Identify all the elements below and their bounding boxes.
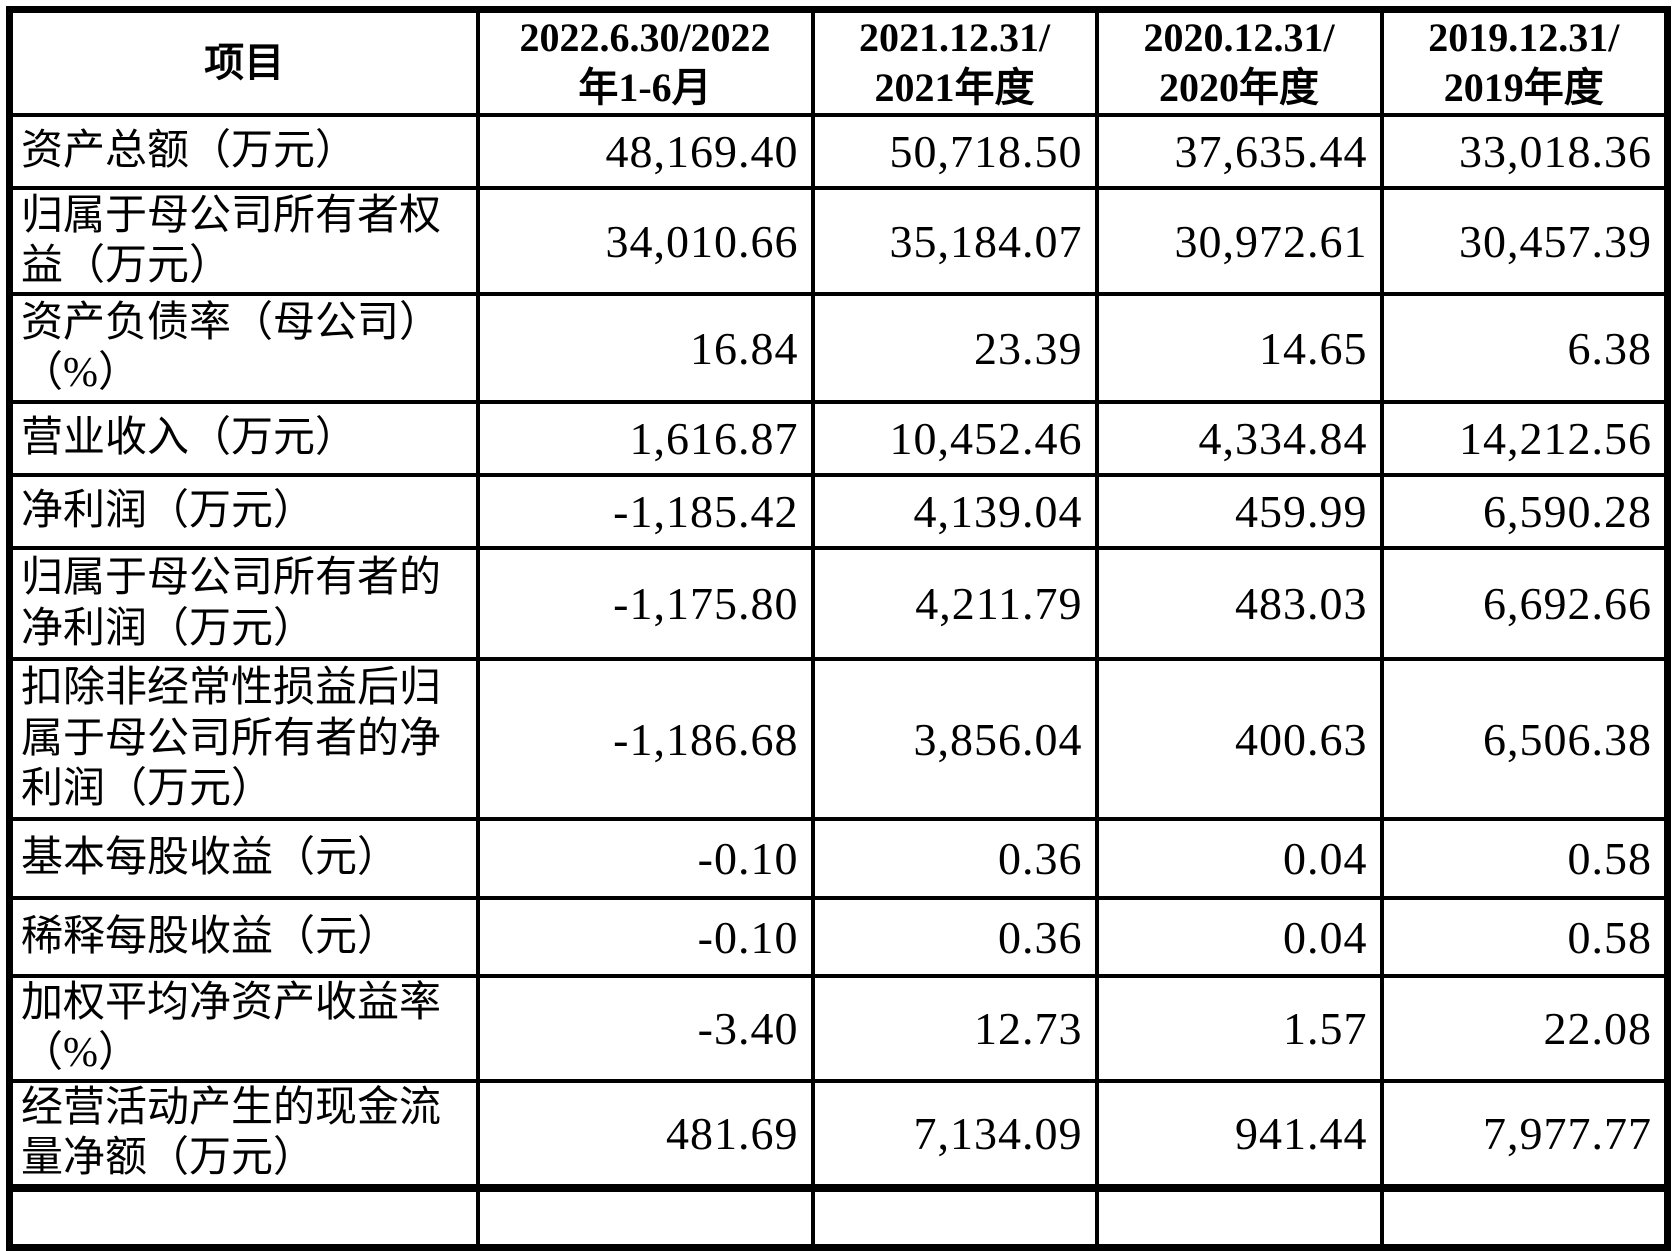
empty-cell — [1094, 1183, 1384, 1250]
value-cell: 0.58 — [1379, 896, 1670, 978]
value-cell: -3.40 — [475, 974, 815, 1083]
value-cell: 4,139.04 — [810, 473, 1099, 550]
value-cell: 481.69 — [475, 1078, 815, 1190]
value-cell: 1,616.87 — [475, 400, 815, 477]
row-label: 经营活动产生的现金流量净额（万元） — [7, 1078, 480, 1190]
value-cell: 3,856.04 — [810, 657, 1099, 821]
value-cell: 23.39 — [810, 292, 1099, 404]
value-cell: 4,334.84 — [1094, 400, 1384, 477]
column-header-period: 2021.12.31/ 2021年度 — [810, 7, 1099, 117]
row-label: 资产负债率（母公司）（%） — [7, 292, 480, 404]
value-cell: 35,184.07 — [810, 186, 1099, 296]
value-cell: 6,692.66 — [1379, 546, 1670, 661]
value-cell: 16.84 — [475, 292, 815, 404]
value-cell: 0.04 — [1094, 896, 1384, 978]
value-cell: -1,185.42 — [475, 473, 815, 550]
value-cell: 4,211.79 — [810, 546, 1099, 661]
table-row: 净利润（万元） -1,185.42 4,139.04 459.99 6,590.… — [7, 473, 1670, 550]
row-label: 加权平均净资产收益率（%） — [7, 974, 480, 1083]
table-row: 基本每股收益（元） -0.10 0.36 0.04 0.58 — [7, 817, 1670, 900]
value-cell: 12.73 — [810, 974, 1099, 1083]
value-cell: -0.10 — [475, 817, 815, 900]
table-row: 扣除非经常性损益后归属于母公司所有者的净利润（万元） -1,186.68 3,8… — [7, 657, 1670, 821]
table-row: 稀释每股收益（元） -0.10 0.36 0.04 0.58 — [7, 896, 1670, 978]
row-label: 归属于母公司所有者的净利润（万元） — [7, 546, 480, 661]
table-row: 加权平均净资产收益率（%） -3.40 12.73 1.57 22.08 — [7, 974, 1670, 1083]
column-header-period: 2020.12.31/ 2020年度 — [1094, 7, 1384, 117]
empty-cell — [475, 1183, 815, 1250]
table-row: 经营活动产生的现金流量净额（万元） 481.69 7,134.09 941.44… — [7, 1078, 1670, 1190]
column-header-period: 2019.12.31/ 2019年度 — [1379, 7, 1670, 117]
table-row: 资产负债率（母公司）（%） 16.84 23.39 14.65 6.38 — [7, 292, 1670, 404]
row-label: 归属于母公司所有者权益（万元） — [7, 186, 480, 296]
column-header-period: 2022.6.30/2022 年1-6月 — [475, 7, 815, 117]
value-cell: 30,972.61 — [1094, 186, 1384, 296]
value-cell: 400.63 — [1094, 657, 1384, 821]
value-cell: 7,134.09 — [810, 1078, 1099, 1190]
empty-cell — [7, 1183, 480, 1250]
document-page: 项目 2022.6.30/2022 年1-6月 2021.12.31/ 2021年… — [6, 6, 1671, 1251]
value-cell: 37,635.44 — [1094, 113, 1384, 190]
row-label: 营业收入（万元） — [7, 400, 480, 477]
value-cell: 14.65 — [1094, 292, 1384, 404]
table-row: 资产总额（万元） 48,169.40 50,718.50 37,635.44 3… — [7, 113, 1670, 190]
value-cell: 0.36 — [810, 817, 1099, 900]
financial-summary-table: 项目 2022.6.30/2022 年1-6月 2021.12.31/ 2021年… — [6, 6, 1671, 1251]
value-cell: 14,212.56 — [1379, 400, 1670, 477]
value-cell: 22.08 — [1379, 974, 1670, 1083]
header-row: 项目 2022.6.30/2022 年1-6月 2021.12.31/ 2021年… — [7, 7, 1670, 117]
value-cell: -1,186.68 — [475, 657, 815, 821]
value-cell: 0.04 — [1094, 817, 1384, 900]
value-cell: 6.38 — [1379, 292, 1670, 404]
value-cell: 48,169.40 — [475, 113, 815, 190]
row-label: 扣除非经常性损益后归属于母公司所有者的净利润（万元） — [7, 657, 480, 821]
next-row-partial — [7, 1183, 1670, 1250]
table-row: 归属于母公司所有者权益（万元） 34,010.66 35,184.07 30,9… — [7, 186, 1670, 296]
value-cell: 6,590.28 — [1379, 473, 1670, 550]
value-cell: 459.99 — [1094, 473, 1384, 550]
row-label: 资产总额（万元） — [7, 113, 480, 190]
value-cell: -1,175.80 — [475, 546, 815, 661]
row-label: 稀释每股收益（元） — [7, 896, 480, 978]
value-cell: 34,010.66 — [475, 186, 815, 296]
value-cell: 0.36 — [810, 896, 1099, 978]
value-cell: 483.03 — [1094, 546, 1384, 661]
value-cell: -0.10 — [475, 896, 815, 978]
empty-cell — [810, 1183, 1099, 1250]
row-label: 基本每股收益（元） — [7, 817, 480, 900]
value-cell: 941.44 — [1094, 1078, 1384, 1190]
value-cell: 33,018.36 — [1379, 113, 1670, 190]
empty-cell — [1379, 1183, 1670, 1250]
table-row: 营业收入（万元） 1,616.87 10,452.46 4,334.84 14,… — [7, 400, 1670, 477]
row-label: 净利润（万元） — [7, 473, 480, 550]
value-cell: 30,457.39 — [1379, 186, 1670, 296]
value-cell: 1.57 — [1094, 974, 1384, 1083]
value-cell: 6,506.38 — [1379, 657, 1670, 821]
column-header-item: 项目 — [7, 7, 480, 117]
value-cell: 0.58 — [1379, 817, 1670, 900]
table-row: 归属于母公司所有者的净利润（万元） -1,175.80 4,211.79 483… — [7, 546, 1670, 661]
value-cell: 10,452.46 — [810, 400, 1099, 477]
value-cell: 50,718.50 — [810, 113, 1099, 190]
value-cell: 7,977.77 — [1379, 1078, 1670, 1190]
